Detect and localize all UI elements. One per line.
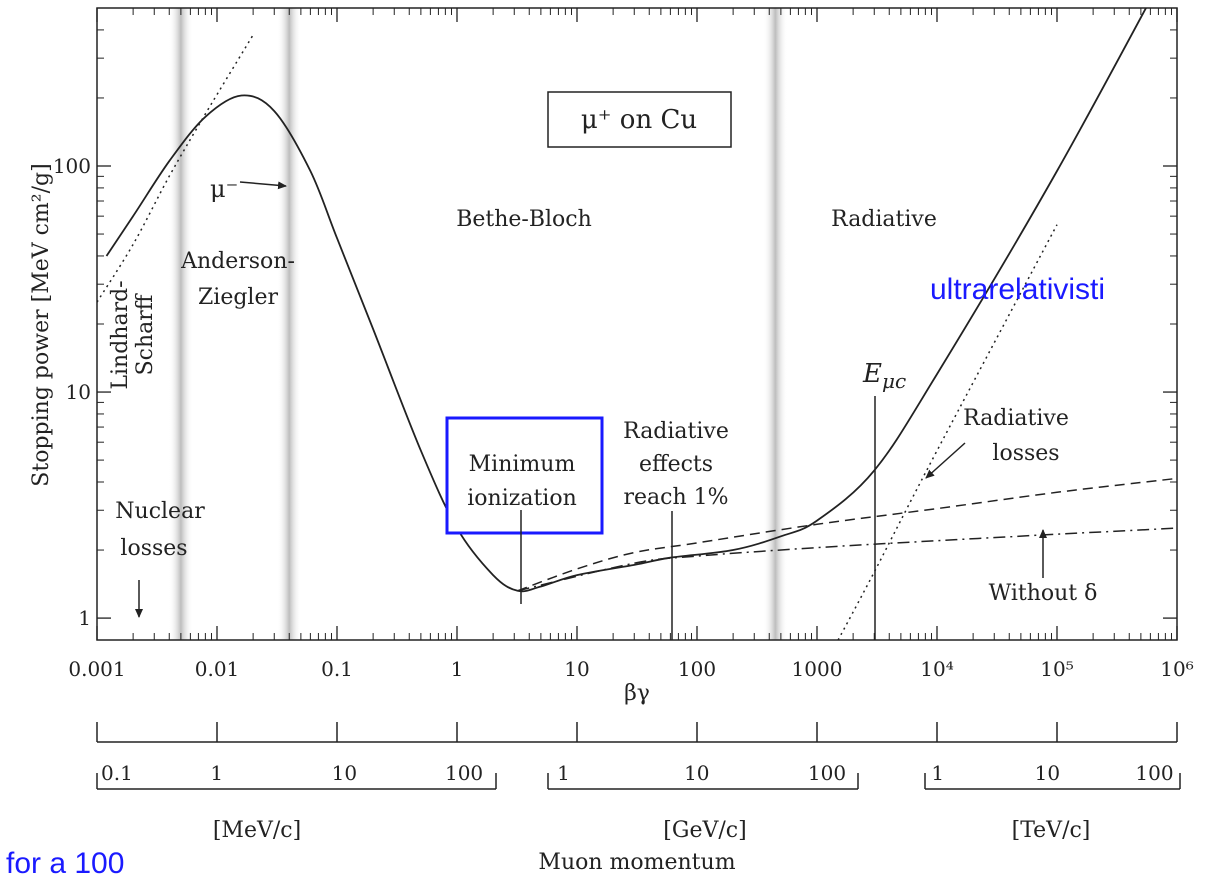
x-tick-label: 10⁶ bbox=[1160, 657, 1193, 681]
momentum-tick-label: 10 bbox=[1035, 761, 1060, 785]
annotation-rad-effects-3: reach 1% bbox=[623, 485, 728, 510]
x-axis-ticks: 0.001 0.01 0.1 1 10 100 1000 10⁴ 10⁵ 10⁶ bbox=[68, 8, 1194, 681]
x-axis-label: βγ bbox=[624, 681, 650, 706]
momentum-tick-label: 0.1 bbox=[101, 761, 133, 785]
momentum-tick-label: 100 bbox=[808, 761, 846, 785]
mu-minus-arrow bbox=[239, 181, 287, 190]
annotation-rad-losses-1: Radiative bbox=[963, 406, 1069, 431]
overlay-ultrarelativistic: ultrarelativisti bbox=[930, 273, 1105, 306]
momentum-unit-label: [MeV/c] bbox=[213, 818, 301, 843]
x-tick-label: 10⁴ bbox=[920, 657, 953, 681]
transition-band-2 bbox=[277, 8, 302, 640]
annotation-rad-effects-1: Radiative bbox=[623, 419, 729, 444]
annotation-rad-losses-2: losses bbox=[992, 441, 1059, 466]
x-tick-label: 0.01 bbox=[195, 657, 240, 681]
momentum-unit-label: [TeV/c] bbox=[1012, 818, 1091, 843]
annotation-mu-minus: μ⁻ bbox=[210, 175, 238, 203]
stopping-power-curves bbox=[97, 8, 1177, 640]
transition-band-1 bbox=[168, 8, 193, 640]
y-tick-label: 1 bbox=[78, 606, 91, 630]
momentum-tick-label: 1 bbox=[931, 761, 944, 785]
momentum-tick-label: 100 bbox=[1135, 761, 1173, 785]
annotation-ionization: ionization bbox=[467, 486, 576, 511]
title-box bbox=[547, 91, 732, 148]
x-tick-label: 0.1 bbox=[321, 657, 353, 681]
annotation-bethe-bloch: Bethe-Bloch bbox=[456, 207, 592, 232]
annotation-minimum: Minimum bbox=[469, 452, 576, 477]
curve-solid-1 bbox=[105, 8, 1148, 593]
annotation-losses: losses bbox=[120, 536, 187, 561]
y-tick-label: 100 bbox=[53, 154, 91, 178]
momentum-tick-label: 100 bbox=[445, 761, 483, 785]
y-axis-ticks: 1 10 100 bbox=[53, 7, 1177, 630]
transition-band-3 bbox=[763, 8, 788, 640]
min-ionization-highlight bbox=[445, 416, 604, 535]
annotation-without-delta: Without δ bbox=[989, 581, 1098, 606]
momentum-tick-label: 1 bbox=[557, 761, 570, 785]
muon-momentum-axis: 0.1 1 10 100 [MeV/c] 1 10 100 [GeV/c] 1 10 100 [TeV/… bbox=[96, 722, 1181, 843]
y-axis-label: Stopping power [MeV cm²/g] bbox=[29, 163, 54, 486]
chart-title: μ⁺ on Cu bbox=[581, 105, 697, 135]
x-tick-label: 100 bbox=[678, 657, 716, 681]
momentum-tick-label: 1 bbox=[210, 761, 223, 785]
annotation-emuc: Eμc bbox=[862, 359, 906, 393]
annotation-ziegler: Ziegler bbox=[198, 285, 278, 310]
x-tick-label: 0.001 bbox=[68, 657, 125, 681]
x-tick-label: 1000 bbox=[792, 657, 843, 681]
x-tick-label: 10 bbox=[564, 657, 589, 681]
annotation-rad-effects-2: effects bbox=[639, 452, 713, 477]
momentum-tick-label: 10 bbox=[684, 761, 709, 785]
annotation-nuclear: Nuclear bbox=[115, 499, 205, 524]
x-tick-label: 1 bbox=[451, 657, 464, 681]
transition-bands bbox=[168, 8, 788, 640]
curve-dotted-4 bbox=[97, 34, 254, 303]
overlay-for-a-100: for a 100 bbox=[6, 847, 124, 874]
momentum-tick-label: 10 bbox=[332, 761, 357, 785]
momentum-axis-label: Muon momentum bbox=[538, 850, 735, 874]
y-tick-label: 10 bbox=[66, 380, 91, 404]
curve-dashed-2 bbox=[517, 477, 1177, 592]
momentum-unit-label: [GeV/c] bbox=[663, 818, 746, 843]
annotation-anderson: Anderson- bbox=[180, 249, 295, 274]
annotation-radiative: Radiative bbox=[831, 207, 937, 232]
x-tick-label: 10⁵ bbox=[1040, 657, 1073, 681]
annotation-lindhard: Lindhard- bbox=[108, 280, 133, 389]
annotation-scharff: Scharff bbox=[133, 293, 158, 375]
rad-losses-arrow bbox=[925, 442, 966, 479]
